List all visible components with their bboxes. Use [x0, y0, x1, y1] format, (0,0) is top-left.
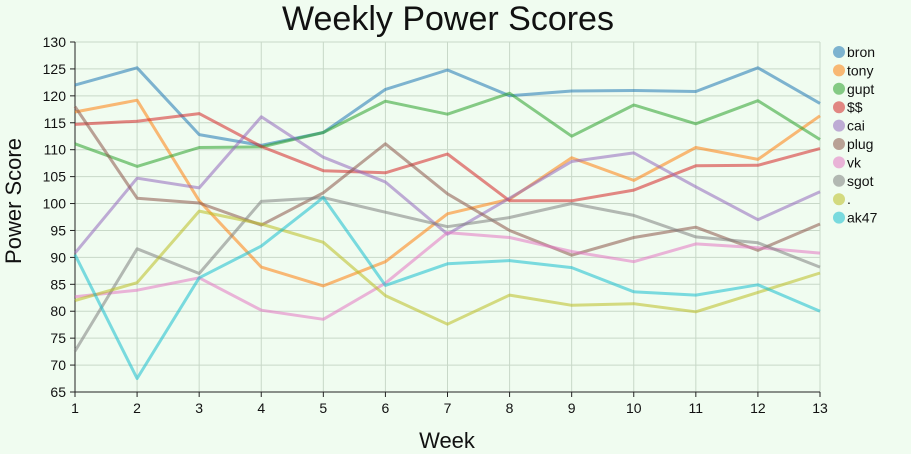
x-axis: 1 2 3 4 5 6 7 8 9 10 11 12 13: [71, 391, 828, 416]
y-axis-title: Power Score: [1, 138, 26, 264]
legend-label: $$: [847, 99, 863, 115]
legend-swatch: [833, 64, 845, 77]
x-tick-label: 8: [506, 400, 514, 416]
series-line-ak47: [73, 196, 821, 380]
y-tick-label: 100: [43, 196, 67, 212]
legend-swatch: [833, 156, 845, 169]
legend-label: bron: [847, 44, 875, 60]
series-line-gupt: [74, 91, 821, 168]
x-tick-label: 11: [689, 400, 704, 416]
series-lines: [73, 66, 821, 380]
legend-label: tony: [847, 62, 873, 78]
legend-label: sgot: [847, 173, 874, 189]
legend-label: .: [847, 191, 851, 207]
x-tick-label: 10: [626, 400, 642, 416]
x-tick-label: 1: [71, 400, 79, 416]
legend-swatch: [833, 82, 845, 95]
y-tick-label: 90: [50, 249, 66, 265]
x-tick-label: 7: [444, 400, 452, 416]
legend-swatch: [833, 193, 845, 206]
x-tick-label: 6: [382, 400, 390, 416]
y-tick-label: 85: [50, 276, 66, 292]
legend-label: ak47: [847, 210, 878, 226]
legend-swatch: [833, 101, 845, 114]
series-line-dot: [74, 209, 821, 326]
series-line-bron: [74, 66, 821, 147]
legend-swatch: [833, 174, 845, 187]
legend-label: cai: [847, 118, 865, 134]
y-tick-label: 115: [44, 115, 67, 131]
x-tick-label: 9: [568, 400, 576, 416]
legend-swatch: [833, 46, 845, 58]
grid: [74, 41, 821, 393]
y-axis: 65 70 75 80 85 90 95 100 105 110 115 120 125 130: [43, 34, 76, 400]
x-tick-label: 5: [319, 400, 327, 416]
y-tick-label: 125: [43, 61, 67, 77]
series-line-tony: [74, 98, 821, 288]
legend-label: plug: [847, 136, 873, 152]
legend-swatch: [833, 211, 845, 224]
series-line-dollars: [74, 112, 821, 203]
legend-label: vk: [847, 154, 862, 170]
y-tick-label: 120: [43, 88, 67, 104]
x-tick-label: 2: [133, 400, 141, 416]
series-line-sgot: [73, 196, 821, 352]
legend-swatch: [833, 138, 845, 150]
y-tick-label: 65: [50, 384, 66, 400]
y-tick-label: 70: [50, 357, 66, 373]
legend-label: gupt: [847, 81, 874, 97]
y-tick-label: 80: [50, 303, 66, 319]
x-axis-title: Week: [419, 428, 476, 453]
y-tick-label: 75: [50, 330, 66, 346]
x-tick-label: 12: [750, 400, 766, 416]
y-tick-label: 105: [43, 169, 67, 185]
x-tick-label: 3: [195, 400, 203, 416]
chart-title: Weekly Power Scores: [282, 0, 614, 38]
y-tick-label: 110: [44, 142, 67, 158]
x-tick-label: 13: [812, 400, 828, 416]
legend: bron tony gupt $$ cai plug vk sgot. ak47: [833, 44, 878, 226]
y-tick-label: 95: [50, 222, 66, 238]
x-tick-label: 4: [257, 400, 265, 416]
series-line-plug: [73, 105, 821, 257]
y-tick-label: 130: [43, 34, 67, 50]
legend-swatch: [833, 119, 845, 132]
